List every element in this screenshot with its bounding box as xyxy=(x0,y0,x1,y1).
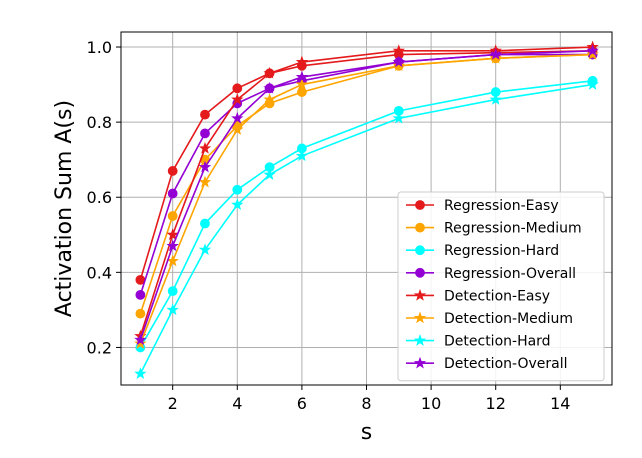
series-regression-hard xyxy=(135,75,598,353)
data-point-regression-easy xyxy=(167,166,178,176)
y-tick-label: 0.6 xyxy=(87,188,112,207)
series-detection-medium xyxy=(134,48,599,349)
y-tick-label: 0.4 xyxy=(87,263,112,282)
data-point-detection-hard xyxy=(231,198,244,210)
data-point-detection-hard xyxy=(166,303,179,316)
legend: Regression-Easy Regression-Medium Regressi… xyxy=(397,191,605,382)
legend-label-detection-hard: Detection-Hard xyxy=(444,334,551,350)
data-point-detection-overall xyxy=(134,333,147,346)
data-point-detection-medium xyxy=(392,59,405,72)
y-axis-label: Activation Sum A(s) xyxy=(52,100,77,317)
legend-marker-detection-medium xyxy=(413,311,427,324)
data-point-detection-overall xyxy=(489,48,502,60)
data-point-detection-easy xyxy=(231,93,244,105)
legend-marker-regression-overall xyxy=(415,267,425,278)
data-point-detection-overall xyxy=(392,55,405,68)
data-point-detection-hard xyxy=(295,149,309,162)
axis-ticks: 2 4 6 8 10 12 14 0.2 0.4 0.6 0.8 1.0 xyxy=(87,38,571,413)
legend-label-regression-hard: Regression-Hard xyxy=(444,243,559,259)
x-tick-label: 8 xyxy=(361,394,371,413)
data-point-regression-overall xyxy=(135,289,146,300)
data-point-detection-overall xyxy=(263,81,276,94)
data-point-regression-hard xyxy=(200,218,210,229)
data-point-detection-overall xyxy=(231,111,244,124)
data-point-detection-medium xyxy=(295,78,309,90)
data-point-regression-overall xyxy=(167,188,178,199)
data-point-detection-hard xyxy=(263,168,276,180)
series-detection-overall xyxy=(134,44,599,346)
legend-label-detection-medium: Detection-Medium xyxy=(444,311,573,327)
data-point-detection-medium xyxy=(489,51,502,64)
data-point-regression-easy xyxy=(200,109,210,120)
series-layer xyxy=(134,40,599,379)
data-point-detection-overall xyxy=(198,160,212,173)
y-tick-label: 1.0 xyxy=(87,38,112,57)
legend-marker-detection-overall xyxy=(413,356,427,369)
series-detection-hard xyxy=(134,78,599,379)
data-point-detection-hard xyxy=(489,93,502,105)
data-point-regression-hard xyxy=(232,184,243,195)
data-point-detection-easy xyxy=(392,44,405,57)
legend-box xyxy=(397,191,605,382)
data-point-detection-hard xyxy=(586,78,599,90)
y-tick-label: 0.2 xyxy=(87,338,112,357)
x-tick-label: 2 xyxy=(168,394,178,413)
x-tick-label: 4 xyxy=(232,394,242,413)
data-point-regression-overall xyxy=(200,128,210,139)
data-point-detection-overall xyxy=(166,239,179,252)
data-point-detection-medium xyxy=(263,93,276,105)
y-tick-label: 0.8 xyxy=(87,113,112,132)
data-point-detection-easy xyxy=(263,66,276,79)
data-point-regression-easy xyxy=(232,83,243,94)
legend-marker-detection-hard xyxy=(413,334,427,346)
data-point-regression-hard xyxy=(167,286,178,297)
legend-label-regression-overall: Regression-Overall xyxy=(444,266,576,282)
x-tick-label: 6 xyxy=(297,394,307,413)
data-point-regression-medium xyxy=(135,308,146,319)
data-point-detection-medium xyxy=(134,337,147,349)
data-point-detection-overall xyxy=(295,70,309,83)
legend-marker-regression-hard xyxy=(415,245,425,256)
data-point-detection-medium xyxy=(198,175,212,188)
x-tick-label: 12 xyxy=(486,394,506,413)
data-point-detection-easy xyxy=(166,228,179,241)
x-tick-label: 10 xyxy=(421,394,441,413)
legend-label-detection-easy: Detection-Easy xyxy=(444,288,550,304)
legend-label-regression-medium: Regression-Medium xyxy=(444,221,582,237)
legend-marker-regression-medium xyxy=(415,222,425,233)
data-point-detection-medium xyxy=(231,123,244,135)
legend-label-detection-overall: Detection-Overall xyxy=(444,356,567,372)
data-point-detection-easy xyxy=(295,55,309,68)
data-point-detection-overall xyxy=(586,44,599,57)
data-point-regression-medium xyxy=(296,87,307,97)
legend-marker-detection-easy xyxy=(413,288,427,301)
x-tick-label: 14 xyxy=(550,394,570,413)
data-point-detection-easy xyxy=(198,141,212,154)
data-point-detection-hard xyxy=(198,243,212,256)
x-axis-label: s xyxy=(361,420,372,445)
data-point-regression-medium xyxy=(167,211,178,221)
data-point-detection-hard xyxy=(134,367,147,379)
legend-label-regression-easy: Regression-Easy xyxy=(444,198,559,214)
legend-marker-regression-easy xyxy=(415,200,425,210)
data-point-detection-medium xyxy=(586,48,599,60)
data-point-detection-hard xyxy=(392,111,405,124)
